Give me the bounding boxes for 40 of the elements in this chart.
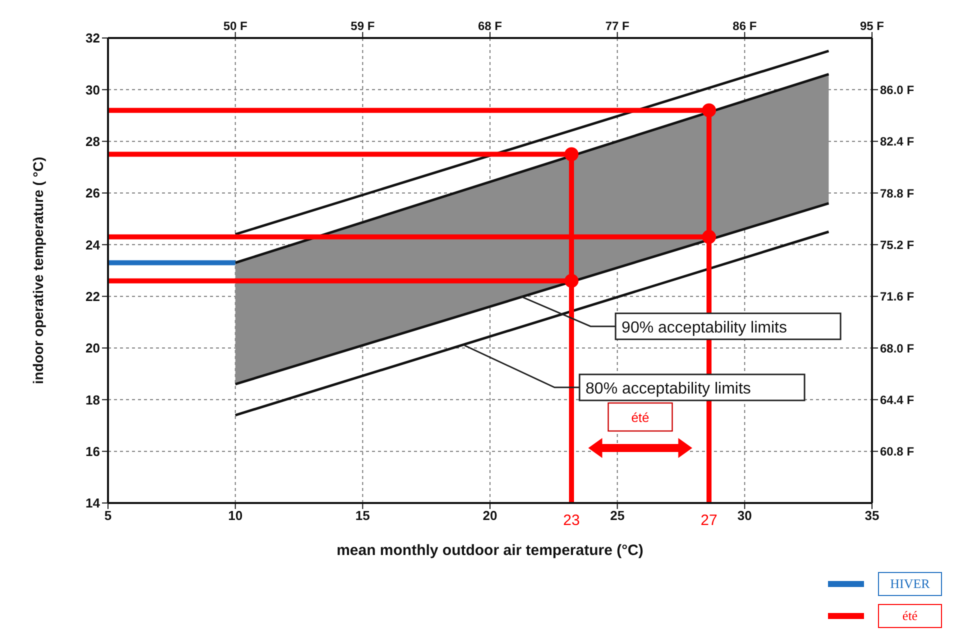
y-tick-label: 22 (86, 288, 100, 304)
annotation: 27 (700, 512, 718, 529)
annotation: 80% acceptability limits (586, 380, 751, 398)
text: été (878, 604, 942, 628)
y2-tick-label: 68.0 F (880, 341, 914, 356)
y-tick-label: 18 (86, 392, 100, 408)
y-tick-label: 28 (86, 134, 100, 149)
y2-tick-label: 60.8 F (880, 444, 914, 459)
x-tick-label: 20 (482, 508, 498, 524)
x-tick-label: 25 (610, 508, 625, 524)
y2-tick-label: 64.4 F (880, 392, 914, 407)
annotation: 90% acceptability limits (622, 319, 787, 336)
y-tick-label: 32 (86, 30, 100, 46)
y-tick-label: 16 (86, 444, 100, 459)
y-tick-label: 30 (86, 82, 100, 98)
x2-tick-label: 95 F (860, 19, 884, 33)
y-tick-label: 14 (86, 496, 101, 511)
x2-tick-label: 77 F (605, 19, 630, 33)
x2-tick-label: 86 F (732, 19, 757, 33)
y-tick-label: 20 (86, 340, 100, 356)
y-tick-label: 24 (86, 237, 101, 252)
x-tick-label: 5 (104, 508, 112, 524)
x-tick-label: 30 (737, 508, 752, 524)
y2-tick-label: 71.6 F (880, 290, 914, 304)
x-axis-title: mean monthly outdoor air temperature (°C) (336, 542, 644, 559)
x-tick-label: 35 (864, 508, 880, 524)
y-tick-label: 26 (86, 186, 100, 201)
x2-tick-label: 50 F (223, 19, 248, 33)
x2-tick-label: 68 F (478, 19, 502, 33)
x-tick-label: 15 (355, 508, 370, 524)
y2-tick-label: 86.0 F (880, 82, 914, 97)
y2-tick-label: 82.4 F (880, 134, 914, 149)
legend-label: HIVER (878, 572, 942, 596)
x-tick-label: 10 (228, 508, 243, 524)
annotation: 23 (563, 512, 580, 529)
y-axis-title: indoor operative temperature ( °C) (30, 156, 46, 384)
y2-tick-label: 78.8 F (880, 186, 914, 200)
x2-tick-label: 59 F (350, 19, 375, 33)
y2-tick-label: 75.2 F (880, 238, 914, 252)
annotation: été (631, 410, 650, 425)
